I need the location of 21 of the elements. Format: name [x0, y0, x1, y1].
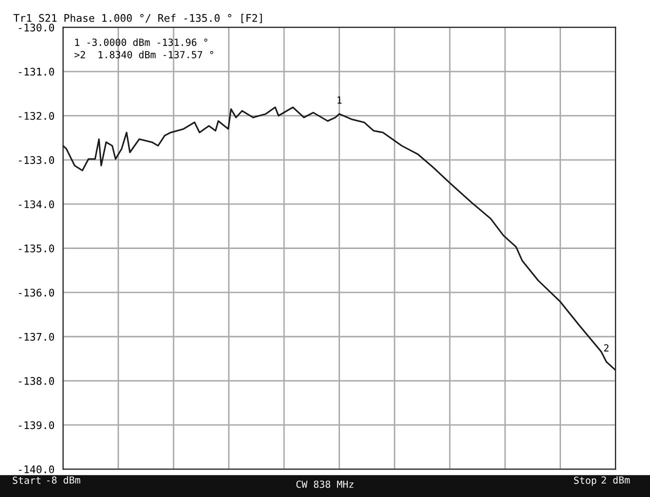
x-tick-label: 2 dBm — [602, 476, 630, 484]
y-tick-label: -139.0 — [18, 421, 54, 430]
annotation: 1 — [338, 96, 342, 104]
y-tick-label: -134.0 — [18, 200, 54, 208]
text: Stop — [574, 476, 596, 486]
y-tick-label: -137.0 — [18, 332, 54, 341]
y-tick-label: -130.0 — [18, 24, 54, 32]
annotation: 2 — [604, 344, 608, 352]
y-tick-label: -132.0 — [18, 112, 54, 120]
x-tick-label: -8 dBm — [47, 476, 80, 484]
y-tick-label: -131.0 — [18, 68, 54, 76]
text: CW 838 MHz — [296, 480, 354, 488]
y-tick-label: -136.0 — [18, 288, 54, 297]
y-tick-label: -135.0 — [18, 244, 54, 252]
text: Start — [12, 476, 40, 484]
annotation: >2 1.8340 dBm -137.57 ° — [74, 50, 214, 58]
y-tick-label: -140.0 — [18, 465, 54, 474]
annotation: 1 -3.0000 dBm -131.96 ° — [75, 38, 208, 46]
y-tick-label: -138.0 — [18, 377, 54, 385]
chart-title: Tr1 S21 Phase 1.000 °/ Ref -135.0 ° [F2] — [14, 14, 262, 24]
y-tick-label: -133.0 — [18, 156, 54, 164]
